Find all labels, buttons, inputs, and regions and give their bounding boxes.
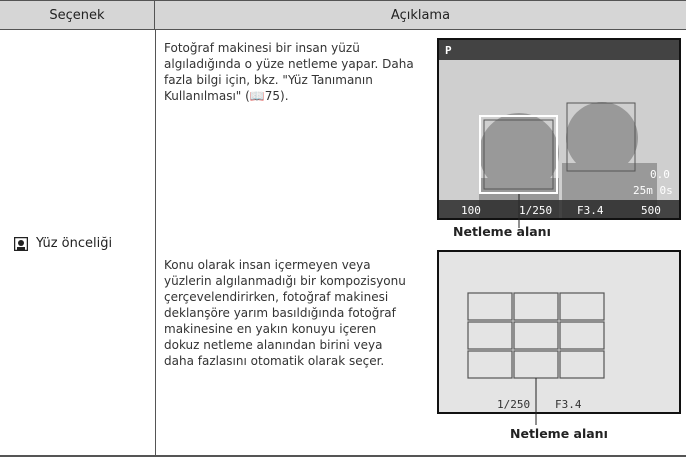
shutter: 1/250	[497, 398, 530, 411]
aperture: F3.4	[577, 204, 604, 217]
aperture: F3.4	[555, 398, 582, 411]
table-bottom	[0, 455, 686, 457]
paragraph: Fotoğraf makinesi bir insan yüzü algılad…	[164, 41, 414, 103]
exposure: 0.0	[650, 168, 670, 181]
mode: P	[445, 44, 452, 57]
header-cell: Açıklama	[155, 0, 686, 30]
header-cell: Seçenek	[0, 0, 155, 30]
option-cell: Yüz önceliği	[14, 236, 112, 251]
option-label: Yüz önceliği	[36, 236, 113, 251]
caption: Netleme alanı	[510, 426, 608, 441]
time: 25m 0s	[633, 184, 673, 197]
iso: 100	[461, 204, 481, 217]
shots: 500	[641, 204, 661, 217]
screen-figure: P 100 1/250 F3.4 500 0.0 25m 0s	[437, 38, 681, 228]
caption: Netleme alanı	[453, 224, 551, 239]
column-divider	[155, 30, 156, 456]
screen-figure: 1/250 F3.4	[437, 250, 681, 425]
paragraph: Konu olarak insan içermeyen veya yüzleri…	[164, 258, 406, 368]
face-icon	[14, 236, 28, 251]
shutter: 1/250	[519, 204, 552, 217]
